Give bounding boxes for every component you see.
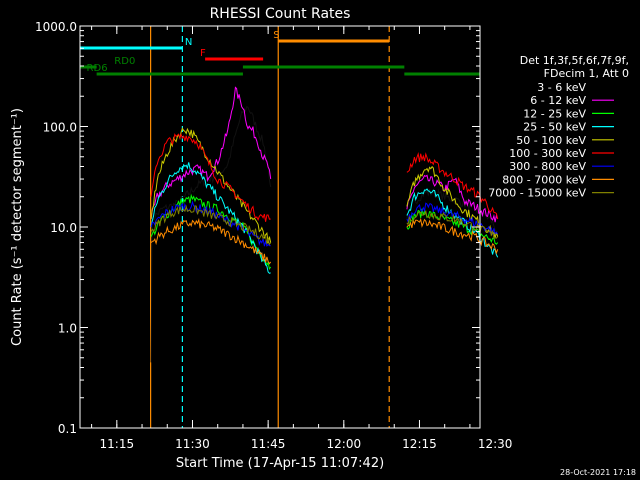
series-line	[150, 132, 271, 222]
y-tick-label: 10.0	[50, 221, 77, 235]
x-tick-label: 12:30	[478, 437, 513, 451]
flag-label-n: N	[185, 37, 192, 48]
flag-label-rd0: RD0	[114, 56, 135, 67]
y-tick-label: 0.1	[58, 422, 77, 436]
legend-header-line-2: FDecim 1, Att 0	[544, 67, 629, 80]
x-tick-label: 11:45	[251, 437, 286, 451]
legend-entry-label: 25 - 50 keV	[523, 121, 586, 134]
legend-entry-label: 3 - 6 keV	[537, 81, 586, 94]
x-axis-label: Start Time (17-Apr-15 11:07:42)	[176, 456, 384, 471]
footer-date: 28-Oct-2021 17:18	[560, 468, 636, 477]
series-line	[150, 86, 272, 220]
y-tick-label: 1.0	[58, 322, 77, 336]
y-tick-label: 1000.0	[35, 20, 77, 34]
x-tick-label: 12:00	[327, 437, 362, 451]
flag-label-f: F	[200, 48, 206, 59]
legend: Det 1f,3f,5f,6f,7f,9f, FDecim 1, Att 0 3…	[488, 54, 629, 200]
y-axis: 1000.0 100.0 10.0 1.0 0.1	[35, 20, 480, 436]
series-line	[406, 152, 499, 220]
legend-entry-label: 300 - 800 keV	[509, 160, 586, 173]
flag-label-rd6: RD6	[87, 63, 108, 74]
chart-title: RHESSI Count Rates	[210, 6, 351, 22]
legend-entry-label: 6 - 12 keV	[530, 94, 586, 107]
legend-entry-label: 100 - 300 keV	[509, 147, 586, 160]
series-line	[150, 162, 271, 274]
x-tick-label: 12:15	[402, 437, 437, 451]
legend-entry-label: 7000 - 15000 keV	[488, 187, 586, 200]
series-line	[406, 209, 499, 240]
legend-entry-label: 12 - 25 keV	[523, 107, 586, 120]
flag-label-s: S	[273, 30, 279, 41]
y-axis-label: Count Rate (s⁻¹ detector segment⁻¹)	[10, 108, 25, 346]
legend-entry-label: 800 - 7000 keV	[502, 173, 586, 186]
x-tick-label: 11:15	[100, 437, 135, 451]
x-axis: 11:15 11:30 11:45 12:00 12:15 12:30	[91, 26, 513, 451]
series-line	[406, 217, 499, 255]
series-line	[150, 217, 272, 265]
legend-entry-label: 50 - 100 keV	[516, 134, 586, 147]
plot-area: NF S RD0 RD6	[80, 26, 499, 428]
series-line	[150, 106, 272, 363]
x-tick-label: 11:30	[175, 437, 210, 451]
y-tick-label: 100.0	[43, 121, 77, 135]
legend-header-line-1: Det 1f,3f,5f,6f,7f,9f,	[520, 54, 629, 67]
series-line	[150, 204, 272, 246]
